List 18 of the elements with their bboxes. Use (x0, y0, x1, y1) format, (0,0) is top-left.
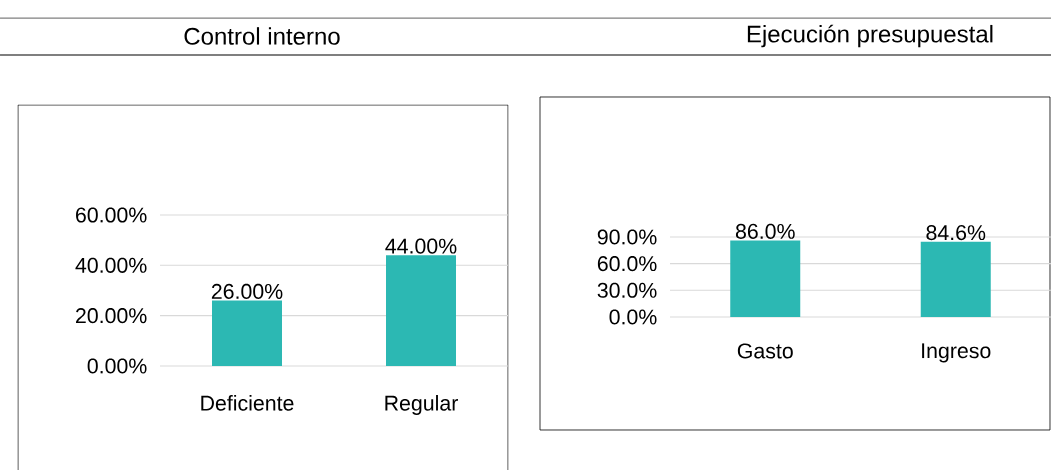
x-tick-label: Regular (385, 395, 458, 415)
y-tick-label: 0.00% (87, 358, 147, 374)
y-tick-label: 40.00% (75, 257, 147, 273)
data-label: 26.00% (211, 283, 283, 299)
data-label: 44.00% (385, 238, 457, 254)
y-tick-label: 0.0% (609, 309, 657, 325)
data-label: 84.6% (926, 225, 986, 241)
chart-title: Ejecución presupuestal (747, 24, 993, 48)
y-tick-label: 30.0% (597, 282, 657, 298)
x-tick-label: Gasto (737, 343, 793, 359)
y-tick-label: 90.0% (597, 229, 657, 245)
y-tick-label: 60.0% (597, 256, 657, 272)
data-label: 86.0% (735, 223, 795, 239)
y-tick-label: 60.00% (76, 207, 147, 223)
chart-title: Control interno (184, 27, 340, 45)
x-tick-label: Ingreso (922, 343, 991, 363)
x-tick-label: Deficiente (201, 395, 294, 411)
y-tick-label: 20.00% (76, 308, 147, 324)
